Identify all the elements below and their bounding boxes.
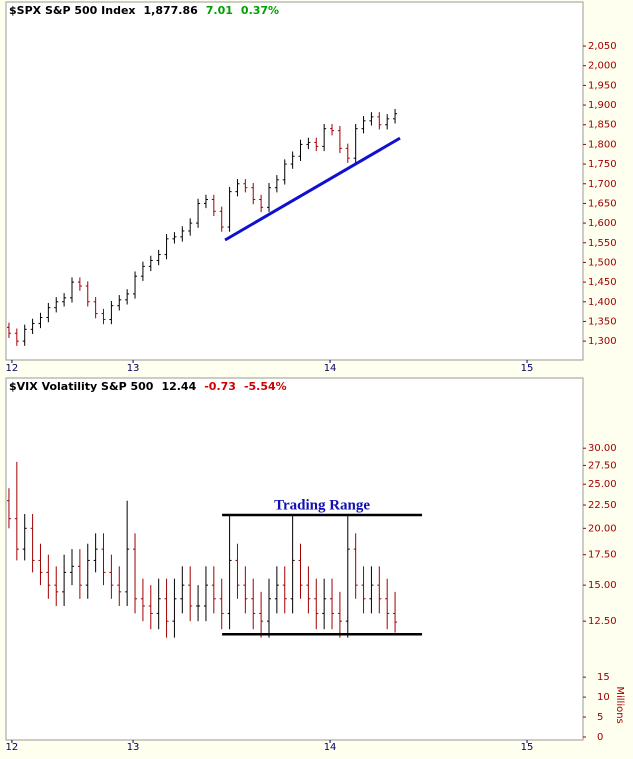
x-tick-label: 15 — [521, 742, 534, 753]
y2-tick-label: 15 — [597, 672, 610, 683]
symbol-title: $VIX Volatility S&P 500 — [9, 380, 154, 393]
y2-tick-label: 5 — [597, 712, 603, 723]
plot-area — [5, 1, 584, 361]
y2-axis-label: Millions — [614, 686, 625, 723]
y-tick-label: 12.50 — [588, 616, 617, 627]
y-tick-label: 1,550 — [588, 238, 617, 249]
y-tick-label: 2,050 — [588, 41, 617, 52]
y-tick-label: 25.00 — [588, 479, 617, 490]
x-tick-label: 15 — [521, 363, 534, 374]
x-tick-label: 13 — [127, 363, 140, 374]
x-tick-label: 14 — [324, 363, 337, 374]
y-tick-label: 22.50 — [588, 500, 617, 511]
x-tick-label: 12 — [6, 742, 19, 753]
y-tick-label: 1,300 — [588, 336, 617, 347]
change: 7.01 — [206, 4, 233, 17]
x-tick-label: 14 — [324, 742, 337, 753]
last-value: 1,877.86 — [144, 4, 199, 17]
change-pct: 0.37% — [241, 4, 279, 17]
y-tick-label: 1,450 — [588, 277, 617, 288]
panel-header: $VIX Volatility S&P 500 12.44 -0.73 -5.54% — [9, 380, 287, 393]
y-tick-label: 1,800 — [588, 139, 617, 150]
y2-tick-label: 0 — [597, 732, 603, 743]
change: -0.73 — [204, 380, 236, 393]
y-tick-label: 1,400 — [588, 297, 617, 308]
y-tick-label: 30.00 — [588, 443, 617, 454]
y-tick-label: 1,600 — [588, 218, 617, 229]
y-tick-label: 15.00 — [588, 580, 617, 591]
y-tick-label: 1,500 — [588, 257, 617, 268]
change-pct: -5.54% — [244, 380, 287, 393]
y-tick-label: 27.50 — [588, 460, 617, 471]
y-tick-label: 1,750 — [588, 159, 617, 170]
y-tick-label: 1,700 — [588, 179, 617, 190]
y-tick-label: 1,900 — [588, 100, 617, 111]
y-tick-label: 1,350 — [588, 316, 617, 327]
y-tick-label: 1,950 — [588, 80, 617, 91]
y-tick-label: 1,850 — [588, 120, 617, 131]
y-tick-label: 20.00 — [588, 523, 617, 534]
annotation: Trading Range — [274, 497, 370, 513]
plot-area — [5, 377, 584, 741]
last-value: 12.44 — [161, 380, 196, 393]
panel-header: $SPX S&P 500 Index 1,877.86 7.01 0.37% — [9, 4, 279, 17]
trend-line — [224, 136, 401, 242]
x-tick-label: 12 — [6, 363, 19, 374]
y-tick-label: 2,000 — [588, 61, 617, 72]
y-tick-label: 1,650 — [588, 198, 617, 209]
symbol-title: $SPX S&P 500 Index — [9, 4, 136, 17]
x-tick-label: 13 — [127, 742, 140, 753]
y-tick-label: 17.50 — [588, 550, 617, 561]
y2-tick-label: 10 — [597, 692, 610, 703]
